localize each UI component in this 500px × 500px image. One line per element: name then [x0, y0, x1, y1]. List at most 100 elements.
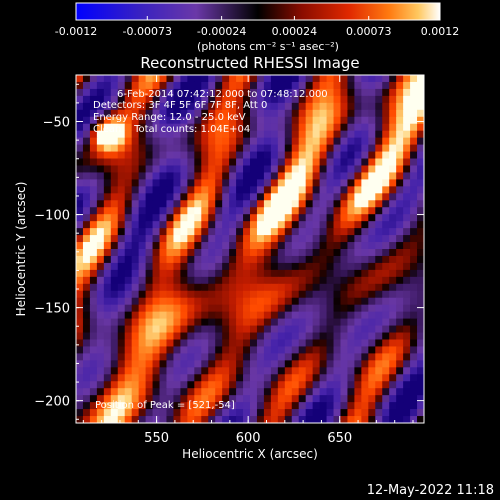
heatmap-pixel — [319, 242, 328, 250]
heatmap-pixel — [298, 235, 307, 243]
heatmap-pixel — [173, 388, 181, 396]
heatmap-pixel — [152, 332, 161, 341]
heatmap-pixel — [326, 179, 335, 187]
heatmap-pixel — [89, 207, 98, 215]
heatmap-pixel — [305, 402, 314, 410]
heatmap-pixel — [194, 193, 202, 201]
heatmap-pixel — [76, 123, 84, 132]
heatmap-pixel — [291, 200, 300, 208]
heatmap-pixel — [173, 130, 181, 139]
heatmap-pixel — [417, 88, 424, 97]
heatmap-pixel — [250, 318, 258, 327]
heatmap-pixel — [222, 346, 230, 354]
heatmap-pixel — [180, 130, 188, 139]
heatmap-pixel — [333, 290, 342, 299]
heatmap-pixel — [243, 116, 251, 125]
heatmap-pixel — [333, 297, 342, 306]
heatmap-pixel — [187, 158, 195, 167]
heatmap-pixel — [173, 269, 181, 278]
heatmap-pixel — [159, 242, 168, 250]
heatmap-pixel — [215, 255, 223, 264]
heatmap-pixel — [256, 402, 265, 410]
heatmap-pixel — [229, 416, 237, 423]
heatmap-pixel — [312, 416, 321, 423]
heatmap-pixel — [117, 116, 126, 125]
heatmap-pixel — [131, 228, 140, 236]
heatmap-pixel — [284, 200, 293, 208]
heatmap-pixel — [222, 381, 230, 389]
heatmap-pixel — [131, 172, 140, 180]
heatmap-pixel — [250, 228, 258, 236]
heatmap-pixel — [277, 346, 286, 354]
heatmap-pixel — [152, 81, 161, 90]
heatmap-pixel — [305, 179, 314, 187]
heatmap-pixel — [333, 262, 342, 271]
heatmap-pixel — [417, 360, 424, 368]
heatmap-pixel — [131, 409, 140, 417]
heatmap-pixel — [194, 409, 202, 417]
heatmap-pixel — [89, 346, 98, 354]
heatmap-pixel — [333, 311, 342, 320]
heatmap-pixel — [103, 255, 112, 264]
heatmap-pixel — [166, 249, 175, 257]
heatmap-pixel — [326, 200, 335, 208]
heatmap-pixel — [145, 311, 154, 320]
heatmap-pixel — [417, 367, 424, 375]
heatmap-pixel — [236, 165, 244, 174]
heatmap-pixel — [403, 130, 411, 139]
heatmap-pixel — [180, 283, 188, 292]
heatmap-pixel — [131, 325, 140, 334]
heatmap-pixel — [361, 242, 369, 250]
heatmap-pixel — [201, 81, 209, 90]
heatmap-pixel — [333, 116, 342, 125]
heatmap-pixel — [201, 283, 209, 292]
heatmap-pixel — [229, 290, 237, 299]
heatmap-pixel — [173, 332, 181, 341]
heatmap-pixel — [354, 290, 362, 299]
heatmap-pixel — [89, 81, 98, 90]
heatmap-pixel — [312, 193, 321, 201]
heatmap-pixel — [305, 186, 314, 194]
heatmap-pixel — [375, 374, 383, 382]
heatmap-pixel — [361, 269, 369, 278]
heatmap-pixel — [166, 235, 175, 243]
heatmap-pixel — [403, 165, 411, 174]
heatmap-pixel — [389, 88, 397, 97]
heatmap-pixel — [375, 207, 383, 215]
heatmap-pixel — [187, 249, 195, 257]
heatmap-pixel — [333, 249, 342, 257]
heatmap-pixel — [291, 165, 300, 174]
y-tick-label: −200 — [34, 395, 70, 410]
heatmap-pixel — [284, 235, 293, 243]
heatmap-pixel — [82, 318, 91, 327]
heatmap-pixel — [389, 402, 397, 410]
heatmap-pixel — [110, 388, 119, 396]
heatmap-pixel — [250, 102, 258, 111]
heatmap-pixel — [368, 179, 376, 187]
heatmap-pixel — [194, 130, 202, 139]
heatmap-pixel — [298, 123, 307, 132]
heatmap-pixel — [250, 151, 258, 160]
heatmap-pixel — [270, 402, 279, 410]
heatmap-pixel — [312, 88, 321, 97]
heatmap-pixel — [110, 304, 119, 313]
heatmap-pixel — [277, 130, 286, 139]
heatmap-pixel — [368, 102, 376, 111]
heatmap-pixel — [201, 269, 209, 278]
heatmap-pixel — [298, 416, 307, 423]
heatmap-pixel — [124, 395, 133, 403]
heatmap-pixel — [110, 186, 119, 194]
heatmap-pixel — [222, 75, 230, 83]
heatmap-pixel — [201, 186, 209, 194]
heatmap-pixel — [340, 311, 349, 320]
heatmap-pixel — [166, 207, 175, 215]
heatmap-pixel — [340, 242, 349, 250]
heatmap-pixel — [284, 144, 293, 153]
heatmap-pixel — [124, 158, 133, 167]
heatmap-pixel — [145, 409, 154, 417]
heatmap-pixel — [180, 221, 188, 229]
heatmap-pixel — [89, 367, 98, 375]
heatmap-pixel — [215, 276, 223, 285]
heatmap-pixel — [298, 388, 307, 396]
heatmap-pixel — [389, 75, 397, 83]
